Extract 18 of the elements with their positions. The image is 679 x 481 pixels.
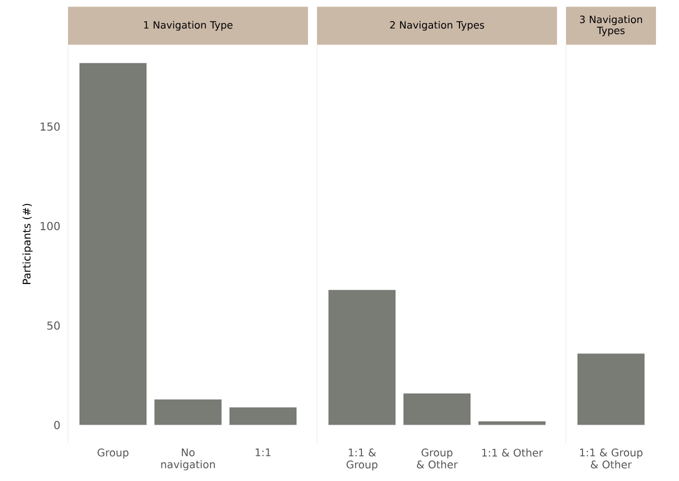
x-tick-label: 1:1 & Group & Other — [580, 448, 642, 468]
y-tick-label: 0 — [54, 420, 60, 430]
x-tick-label: 1:1 & Group — [346, 448, 378, 470]
x-tick-label: 1:1 & Other — [482, 448, 543, 457]
y-tick-label: 100 — [40, 222, 60, 230]
y-tick-label: 150 — [40, 122, 60, 131]
x-tick-label: 1:1 — [256, 448, 270, 456]
x-tick-label: No navigation — [161, 448, 215, 470]
chart-title: 3 Navigation Types — [580, 15, 642, 36]
chart-title: 1 Navigation Type — [144, 20, 232, 31]
x-tick-label: Group — [98, 448, 128, 458]
bar — [79, 62, 147, 426]
bar — [229, 406, 297, 426]
y-tick-label: 50 — [47, 321, 60, 330]
x-tick-label: Group & Other — [416, 448, 458, 468]
chart-title: 2 Navigation Types — [390, 20, 484, 31]
bar — [154, 399, 222, 426]
y-axis-title: Participants (#) — [22, 204, 33, 284]
